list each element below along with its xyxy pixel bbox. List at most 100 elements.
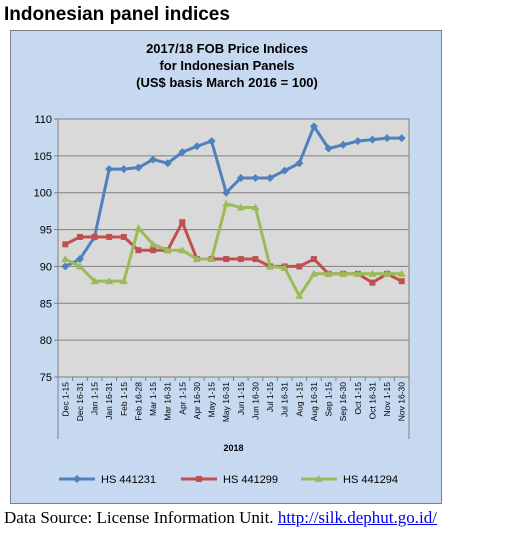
data-point (178, 246, 187, 254)
x-tick-label: Feb 1-15 (119, 382, 129, 416)
data-point (62, 241, 69, 248)
page-heading: Indonesian panel indices (4, 4, 230, 25)
data-point (309, 122, 318, 131)
data-point (76, 233, 83, 240)
data-point (383, 134, 392, 143)
data-point (106, 233, 113, 240)
x-tick-label: Jun 1-15 (236, 382, 246, 415)
x-tick-label: Nov 1-15 (382, 382, 392, 417)
x-tick-label: Jan 1-15 (90, 382, 100, 415)
data-point (179, 219, 186, 226)
x-tick-label: Jul 1-15 (265, 382, 275, 413)
legend-entry: HS 441231 (101, 474, 156, 486)
data-point (192, 142, 201, 151)
data-point (368, 269, 377, 277)
data-point (236, 173, 245, 182)
data-point (324, 269, 333, 277)
x-tick-label: May 1-15 (207, 382, 217, 418)
data-point (135, 247, 142, 254)
data-point (149, 155, 158, 164)
x-tick-label: Jan 16-31 (104, 382, 114, 420)
data-point (163, 246, 172, 254)
x-tick-label: Sep 1-15 (324, 382, 334, 417)
data-point (91, 233, 98, 240)
x-tick-label: Apr 1-15 (177, 382, 187, 415)
chart-title-line: for Indonesian Panels (159, 58, 294, 73)
y-tick-label: 80 (40, 335, 52, 347)
x-tick-label: Feb 16-28 (133, 382, 143, 421)
data-point (397, 269, 406, 277)
chart-frame: 2017/18 FOB Price Indices for Indonesian … (10, 30, 442, 504)
x-tick-label: Oct 1-15 (353, 382, 363, 415)
data-point (119, 277, 128, 285)
data-point (105, 165, 114, 174)
data-point (251, 203, 260, 211)
x-tick-label: Jul 16-31 (280, 382, 290, 417)
data-source-line: Data Source: License Information Unit. h… (4, 508, 437, 528)
y-tick-label: 95 (40, 225, 52, 237)
legend-swatch-marker (73, 475, 81, 483)
y-tick-label: 90 (40, 261, 52, 273)
x-tick-label: Apr 16-30 (192, 382, 202, 420)
data-point (296, 263, 303, 270)
x-tick-label: Aug 16-31 (309, 382, 319, 421)
data-point (163, 159, 172, 168)
y-tick-label: 100 (34, 188, 52, 200)
data-point (150, 247, 157, 254)
x-tick-label: Oct 16-31 (367, 382, 377, 420)
x-tick-label: Aug 1-15 (294, 382, 304, 417)
chart-title-line: (US$ basis March 2016 = 100) (136, 75, 318, 90)
data-point (266, 173, 275, 182)
data-point (119, 165, 128, 174)
x-tick-label: May 16-31 (221, 382, 231, 422)
data-point (178, 148, 187, 157)
data-point (207, 137, 216, 146)
data-point (266, 262, 275, 270)
data-point (105, 277, 114, 285)
x-tick-label: Nov 16-30 (397, 382, 407, 421)
data-point (134, 163, 143, 172)
legend-entry: HS 441294 (343, 474, 398, 486)
y-tick-label: 105 (34, 151, 52, 163)
chart-title-line: 2017/18 FOB Price Indices (146, 41, 308, 56)
data-point (280, 166, 289, 175)
data-point (353, 137, 362, 146)
data-point (222, 188, 231, 197)
data-point (353, 269, 362, 277)
data-point (75, 262, 84, 270)
data-point (120, 233, 127, 240)
data-source-link[interactable]: http://silk.dephut.go.id/ (277, 508, 437, 527)
data-point (369, 279, 376, 286)
x-tick-label: Sep 16-30 (338, 382, 348, 421)
data-point (134, 224, 143, 232)
price-index-chart: 2017/18 FOB Price Indices for Indonesian … (34, 41, 410, 486)
data-point (90, 277, 99, 285)
data-point (295, 291, 304, 299)
data-point (222, 199, 231, 207)
data-point (397, 134, 406, 143)
data-point (383, 269, 392, 277)
x-tick-label: Mar 16-31 (163, 382, 173, 421)
y-tick-label: 75 (40, 372, 52, 384)
data-point (295, 159, 304, 168)
data-point (339, 140, 348, 149)
series-line (64, 202, 402, 298)
data-point (149, 240, 158, 248)
data-point (61, 262, 70, 271)
legend-swatch-marker (315, 475, 323, 482)
x-tick-label: Dec 16-31 (75, 382, 85, 421)
legend-swatch-marker (196, 476, 202, 482)
data-point (237, 256, 244, 263)
data-point (310, 256, 317, 263)
data-point (280, 263, 289, 271)
y-tick-label: 110 (34, 114, 52, 126)
data-point (398, 278, 405, 285)
data-point (236, 203, 245, 211)
data-point (309, 269, 318, 277)
x-tick-label: Dec 1-15 (60, 382, 70, 417)
plot-area (57, 118, 410, 378)
y-tick-label: 85 (40, 298, 52, 310)
data-point (252, 256, 259, 263)
data-source-text: Data Source: License Information Unit. (4, 508, 274, 527)
data-point (339, 269, 348, 277)
